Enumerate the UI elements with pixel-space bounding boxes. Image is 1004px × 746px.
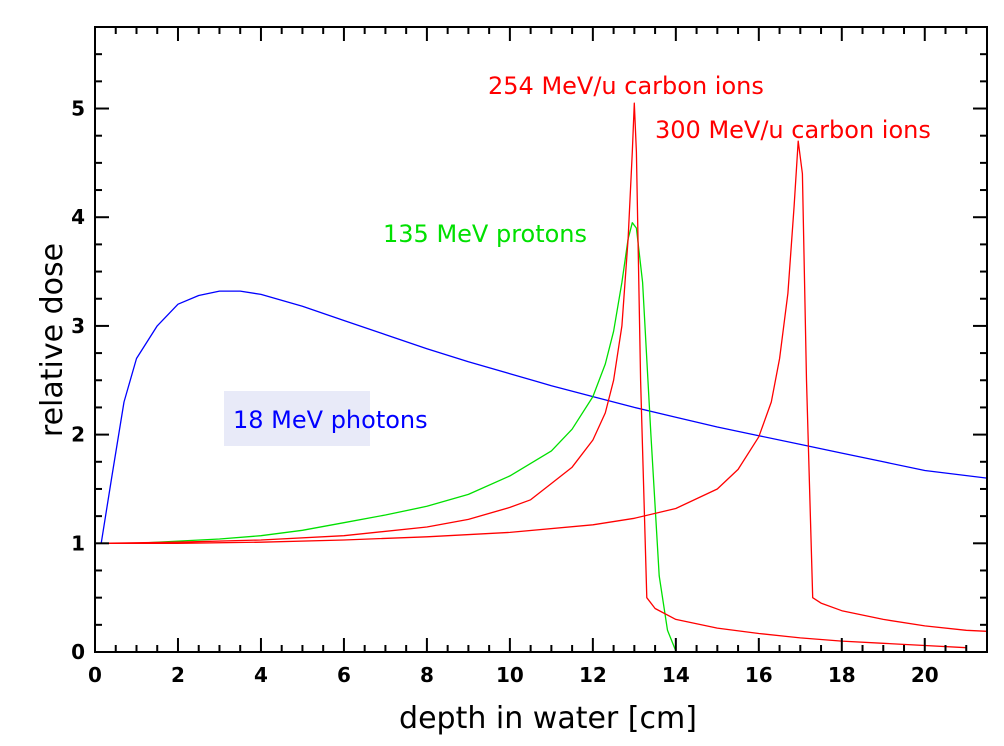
series-line-300-mev-u-carbon-ions [101,140,987,632]
x-tick-label: 12 [579,663,607,687]
y-tick-label: 5 [71,97,85,121]
x-tick-label: 8 [420,663,434,687]
series-label-254-mev-u-carbon-ions: 254 MeV/u carbon ions [488,72,764,100]
x-tick-label: 6 [337,663,351,687]
x-tick-label: 16 [745,663,773,687]
series-line-254-mev-u-carbon-ions [101,102,967,649]
y-tick-label: 4 [71,205,85,229]
y-tick-label: 2 [71,423,85,447]
x-tick-label: 20 [911,663,939,687]
series-layer [100,102,987,652]
y-axis-title: relative dose [35,243,70,437]
y-tick-label: 0 [71,640,85,664]
series-line-135-mev-protons [101,222,677,652]
series-label-135-mev-protons: 135 MeV protons [383,220,587,248]
x-tick-label: 2 [171,663,185,687]
x-tick-label: 0 [88,663,102,687]
x-tick-label: 10 [496,663,524,687]
x-tick-label: 14 [662,663,690,687]
tick-layer [94,26,988,653]
x-tick-label: 18 [828,663,856,687]
x-tick-label: 4 [254,663,268,687]
x-axis-title: depth in water [cm] [399,701,697,736]
y-tick-label: 3 [71,314,85,338]
series-line-18-mev-photons [100,290,987,544]
y-tick-label: 1 [71,531,85,555]
series-label-18-mev-photons: 18 MeV photons [233,406,428,434]
series-label-300-mev-u-carbon-ions: 300 MeV/u carbon ions [655,116,931,144]
plot-frame [94,26,988,653]
photon-label-highlight [224,391,370,446]
